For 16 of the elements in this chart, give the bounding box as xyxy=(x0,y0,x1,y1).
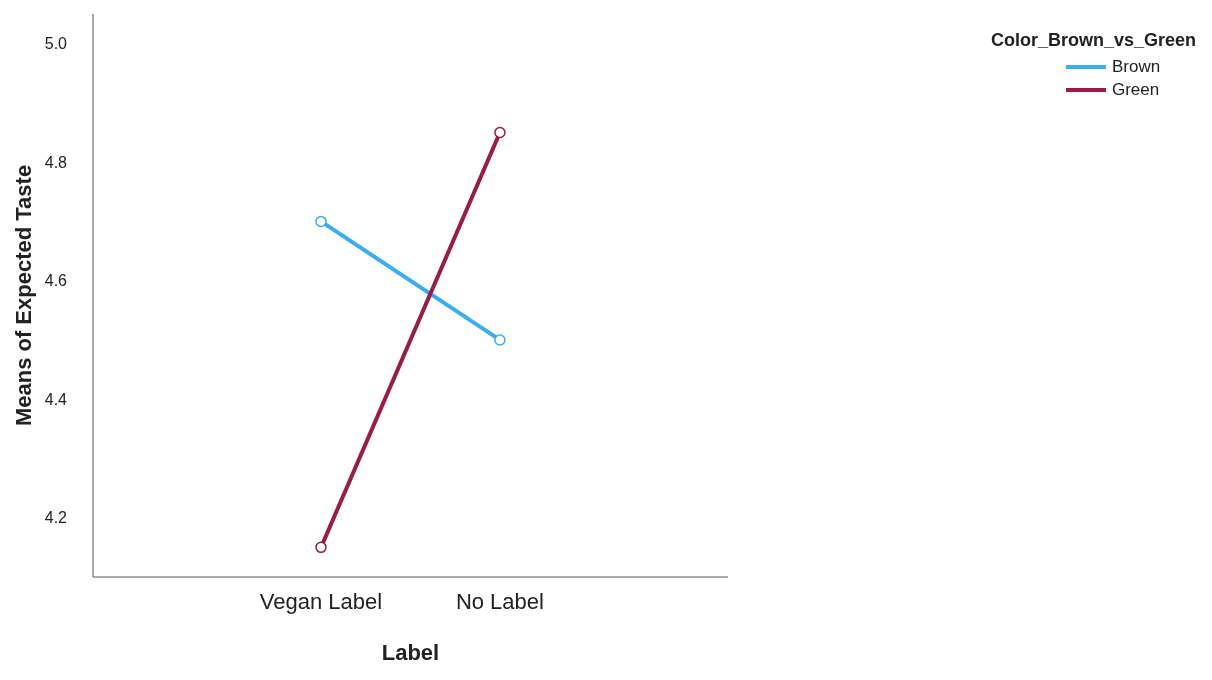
point xyxy=(315,215,327,228)
y-tick-label: 4.2 xyxy=(44,509,68,527)
point xyxy=(315,541,327,554)
y-tick-label: 5.0 xyxy=(44,35,68,53)
legend-title: Color_Brown_vs_Green xyxy=(990,30,1196,51)
y-tick-label: 4.6 xyxy=(44,272,68,290)
x-tick-label: No Label xyxy=(455,588,544,614)
point xyxy=(494,334,506,346)
point xyxy=(494,126,506,139)
y-tick-label: 4.8 xyxy=(44,153,68,171)
x-tick-label: Vegan Label xyxy=(259,588,383,614)
legend-label: Brown xyxy=(1111,56,1161,78)
y-tick-label: 4.4 xyxy=(44,390,68,408)
y-axis-title: Means of Expected Taste xyxy=(10,164,36,427)
x-axis-title: Label xyxy=(381,640,440,665)
legend-label: Green xyxy=(1111,79,1160,101)
